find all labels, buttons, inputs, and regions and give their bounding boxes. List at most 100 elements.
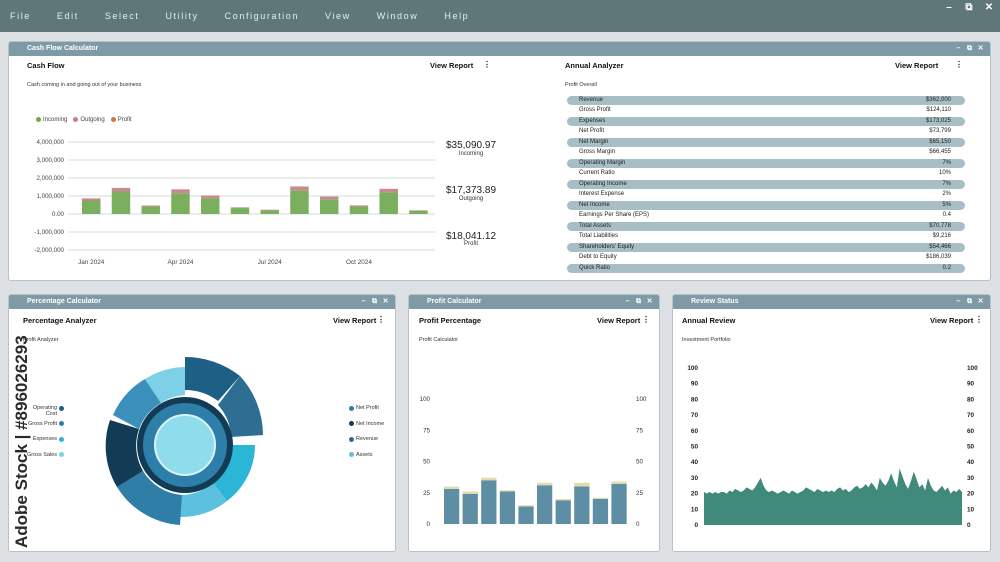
review-more-icon[interactable]: ⋮ [975, 315, 983, 324]
cash-flow-view-report-button[interactable]: View Report [430, 61, 474, 70]
profit-bar-cap [444, 486, 460, 489]
menu-utility[interactable]: Utility [165, 11, 199, 21]
percentage-subtitle: Profit Analyzer [23, 337, 59, 343]
cash-flow-legend: Incoming Outgoing Profit [36, 117, 132, 123]
row-label: Revenue [579, 96, 604, 103]
menu-file[interactable]: File [10, 11, 31, 21]
incoming-bar [379, 192, 398, 214]
y-tick-label-left: 25 [423, 490, 430, 497]
annual-analyzer-heading: Annual Analyzer [565, 61, 624, 70]
outgoing-bar [379, 188, 398, 193]
y-tick-label-right: 25 [636, 490, 643, 497]
annual-analyzer-row: Total Assets $70,778 [567, 221, 965, 231]
percentage-more-icon[interactable]: ⋮ [377, 315, 385, 324]
incoming-bar [349, 206, 369, 214]
close-panel-icon[interactable]: ✕ [646, 298, 653, 305]
close-panel-icon[interactable]: ✕ [977, 45, 984, 52]
row-label: Total Assets [579, 222, 612, 229]
y-tick-label-right: 50 [636, 459, 643, 466]
profit-bar-cap [555, 499, 571, 501]
annual-analyzer-row: Gross Margin $66,455 [567, 148, 965, 157]
review-view-report-button[interactable]: View Report [930, 316, 974, 325]
row-value: $186,039 [925, 254, 951, 260]
row-value: 0.4 [942, 212, 951, 218]
outgoing-bar [349, 205, 369, 207]
legend-label: Revenue [356, 436, 379, 442]
minimize-panel-icon[interactable]: – [361, 298, 366, 305]
close-panel-icon[interactable]: ✕ [382, 298, 389, 305]
y-tick-label: 3,000,000 [36, 157, 64, 164]
y-tick-label-left: 50 [423, 459, 430, 466]
minimize-panel-icon[interactable]: – [956, 45, 961, 52]
incoming-bar [111, 191, 131, 214]
profit-view-report-button[interactable]: View Report [597, 316, 641, 325]
y-tick-label-left: 75 [423, 427, 430, 434]
row-value: 10% [938, 170, 951, 176]
annual-more-icon[interactable]: ⋮ [955, 60, 963, 69]
y-tick-label-right: 60 [967, 428, 975, 435]
legend-profit-label: Profit [117, 117, 132, 124]
row-value: $73,799 [929, 128, 951, 134]
outgoing-bar [409, 210, 428, 211]
profit-total: $18,041.12 [445, 231, 497, 242]
menu-view[interactable]: View [325, 11, 351, 21]
incoming-bar [290, 190, 309, 214]
legend-swatch [59, 405, 64, 411]
y-tick-label-left: 20 [691, 491, 699, 498]
maximize-panel-icon[interactable]: ⧉ [967, 298, 972, 305]
close-window-icon[interactable]: ✕ [984, 2, 994, 13]
profit-more-icon[interactable]: ⋮ [642, 315, 650, 324]
row-value: $54,466 [929, 243, 951, 250]
profit-bar [462, 494, 478, 524]
close-panel-icon[interactable]: ✕ [977, 298, 984, 305]
row-value: 2% [942, 191, 951, 197]
panel-title: Profit Calculator [427, 298, 482, 305]
profit-bar-cap [462, 491, 478, 494]
outgoing-bar [141, 205, 160, 207]
annual-analyzer-row: Operating Margin 7% [567, 158, 965, 168]
panel-title: Cash Flow Calculator [27, 45, 99, 52]
restore-window-icon[interactable]: ⧉ [965, 2, 973, 13]
minimize-window-icon[interactable]: – [946, 2, 952, 13]
menu-window[interactable]: Window [376, 11, 419, 21]
incoming-bar [201, 198, 220, 214]
incoming-bar [171, 193, 190, 214]
y-tick-label-right: 30 [967, 475, 975, 482]
annual-view-report-button[interactable]: View Report [895, 61, 939, 70]
y-tick-label-left: 0 [694, 522, 698, 529]
outgoing-bar [111, 187, 131, 192]
row-label: Quick Ratio [579, 264, 611, 271]
menu-edit[interactable]: Edit [56, 11, 79, 21]
y-tick-label-right: 0 [636, 521, 640, 528]
panel-titlebar: Percentage Calculator – ⧉ ✕ [9, 295, 395, 309]
profit-bar [537, 485, 553, 524]
y-tick-label-right: 50 [967, 444, 975, 451]
menu-select[interactable]: Select [104, 11, 140, 21]
minimize-panel-icon[interactable]: – [625, 298, 630, 305]
annual-analyzer-row: Revenue $362,000 [567, 95, 965, 105]
legend-label: Assets [356, 451, 373, 458]
profit-bar-cap [518, 505, 534, 507]
profit-bar [611, 484, 627, 524]
ring-segment [180, 483, 227, 518]
annual-analyzer-row: Quick Ratio 0.2 [567, 263, 965, 273]
annual-analyzer-row: Interest Expense 2% [567, 190, 965, 199]
row-value: 7% [942, 180, 951, 187]
row-label: Total Liabilities [579, 233, 619, 239]
cash-flow-more-icon[interactable]: ⋮ [483, 60, 491, 69]
profit-bar [499, 491, 516, 524]
menu-help[interactable]: Help [444, 11, 470, 21]
row-label: Net Margin [579, 138, 609, 145]
maximize-panel-icon[interactable]: ⧉ [967, 45, 972, 52]
profit-bar [481, 480, 497, 524]
annual-analyzer-row: Current Ratio 10% [567, 169, 965, 178]
minimize-panel-icon[interactable]: – [956, 298, 961, 305]
y-tick-label-left: 100 [420, 396, 431, 403]
menu-configuration[interactable]: Configuration [224, 11, 299, 21]
panel-title: Review Status [691, 298, 739, 305]
maximize-panel-icon[interactable]: ⧉ [372, 298, 377, 305]
percentage-view-report-button[interactable]: View Report [333, 316, 377, 325]
maximize-panel-icon[interactable]: ⧉ [636, 298, 641, 305]
panel-titlebar: Profit Calculator – ⧉ ✕ [409, 295, 659, 309]
y-tick-label-right: 40 [967, 459, 975, 466]
